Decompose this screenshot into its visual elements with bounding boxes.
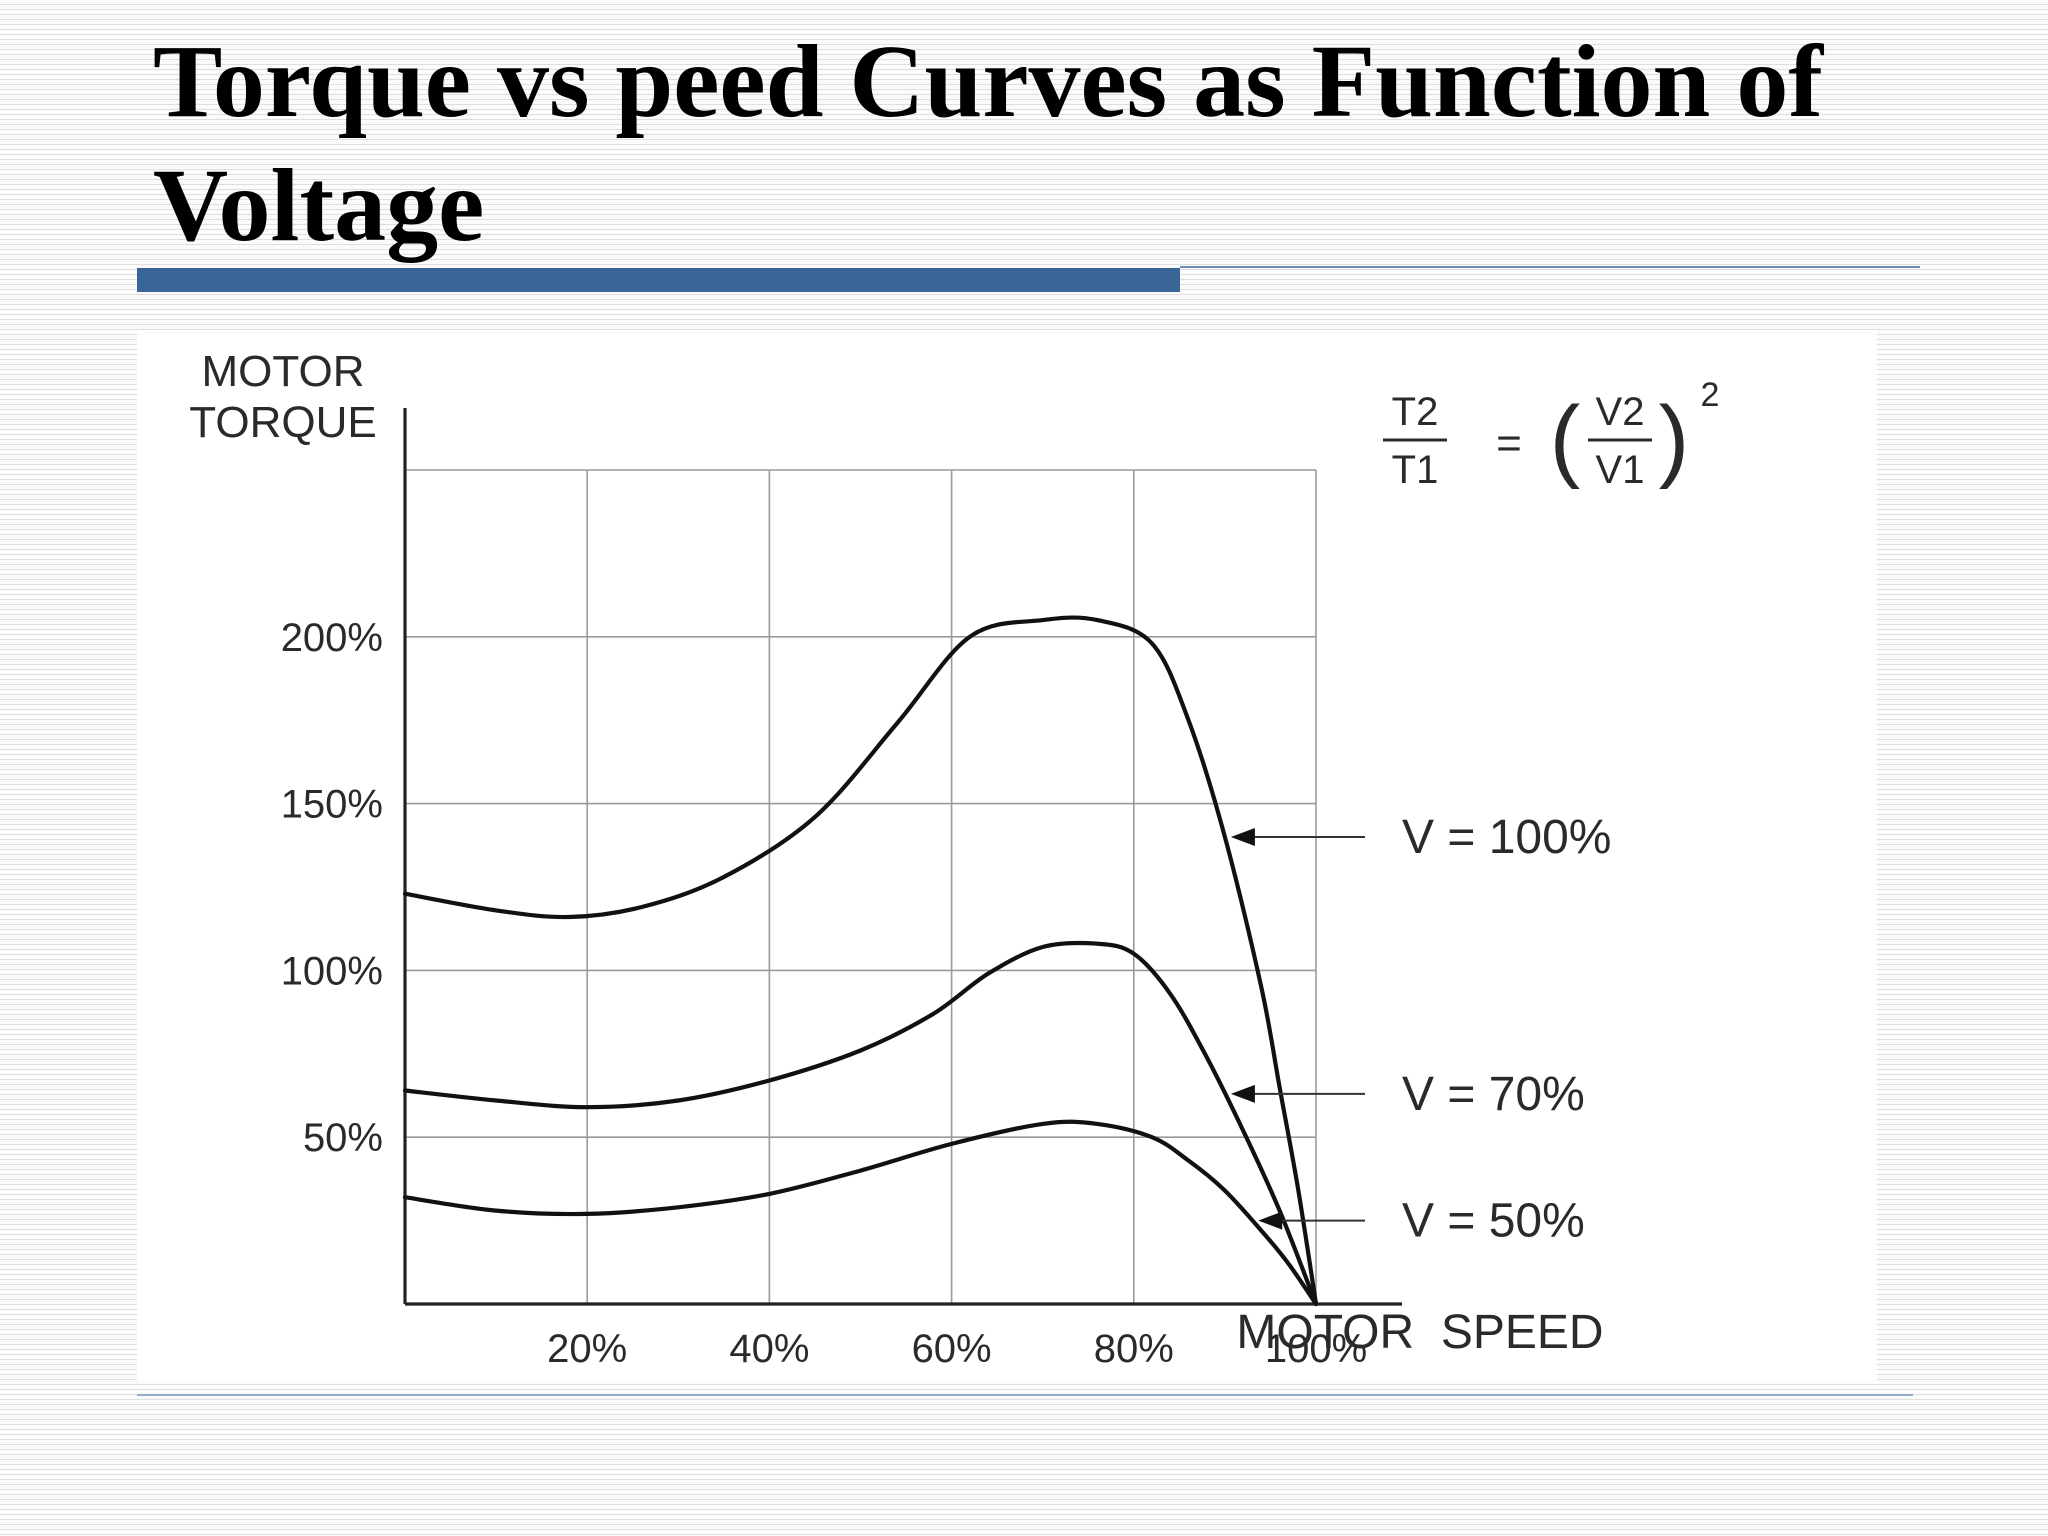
x-axis-label: MOTOR SPEED [1236, 1306, 1603, 1359]
x-tick-label: 80% [1094, 1327, 1174, 1371]
y-axis-label-line-1: MOTOR [202, 347, 365, 396]
annotation-arrowhead-1 [1230, 827, 1255, 846]
annotation-arrowhead-2 [1230, 1084, 1255, 1103]
y-tick-label: 150% [281, 783, 383, 827]
series-label-1: V = 100% [1402, 811, 1611, 864]
series-line-3 [402, 1119, 1319, 1307]
x-tick-label: 20% [547, 1327, 627, 1371]
formula-exponent: 2 [1701, 376, 1720, 414]
title-underline-thin [1180, 266, 1920, 268]
annotations: V = 100% V = 70% V = 50% [1230, 811, 1611, 1248]
axes [403, 408, 1402, 1306]
formula: T2 T1 = ( V2 V1 ) 2 [1383, 376, 1719, 492]
chart-panel: 20% 40% 60% 80% 100% 50% 100% 150% 200% V = 100%… [137, 330, 1877, 1380]
series-line-1 [402, 615, 1319, 1307]
slide-title: Torque vs peed Curves as Function of Vol… [153, 24, 1823, 263]
formula-lhs-denominator: T1 [1392, 448, 1439, 492]
tick-labels: 20% 40% 60% 80% 100% 50% 100% 150% 200% [281, 616, 1367, 1371]
bottom-rule [137, 1394, 1913, 1396]
series-line-2 [402, 940, 1319, 1307]
series [402, 615, 1319, 1307]
x-tick-label: 60% [912, 1327, 992, 1371]
y-axis-label-line-2: TORQUE [189, 398, 376, 447]
annotation-arrowhead-3 [1258, 1211, 1283, 1230]
formula-lhs-numerator: T2 [1392, 390, 1439, 434]
formula-open-paren: ( [1550, 388, 1581, 490]
y-tick-label: 50% [303, 1116, 383, 1160]
torque-speed-chart: 20% 40% 60% 80% 100% 50% 100% 150% 200% V = 100%… [189, 347, 1719, 1371]
formula-close-paren: ) [1659, 388, 1690, 490]
x-tick-label: 40% [729, 1327, 809, 1371]
title-underline-thick [137, 268, 1180, 292]
grid [405, 469, 1317, 1304]
formula-rhs-denominator: V1 [1596, 448, 1645, 492]
formula-rhs-numerator: V2 [1596, 390, 1645, 434]
y-tick-label: 200% [281, 616, 383, 660]
series-label-2: V = 70% [1402, 1068, 1585, 1121]
series-label-3: V = 50% [1402, 1195, 1585, 1248]
y-tick-label: 100% [281, 949, 383, 993]
formula-equals: = [1496, 419, 1522, 468]
x-tick-label: 100% [1265, 1327, 1367, 1371]
